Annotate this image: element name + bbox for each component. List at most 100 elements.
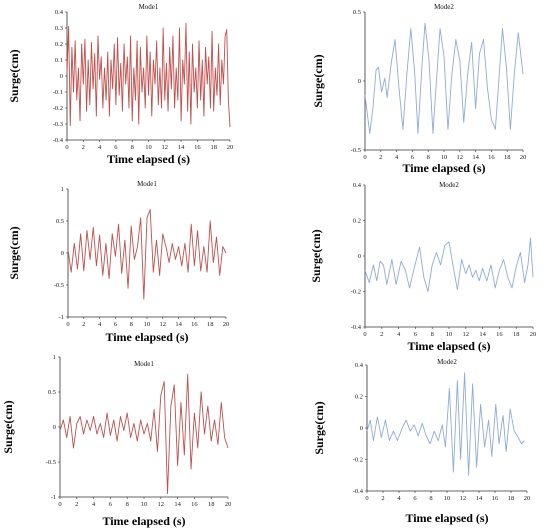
x-tick-label: 0 bbox=[65, 144, 68, 151]
x-tick-label: 14 bbox=[479, 331, 486, 338]
x-tick-label: 16 bbox=[191, 321, 198, 328]
x-tick-label: 0 bbox=[363, 331, 366, 338]
x-tick-label: 12 bbox=[162, 144, 169, 151]
y-tick-label: 0.2 bbox=[355, 394, 363, 401]
x-tick-label: 16 bbox=[194, 144, 201, 151]
chart-title: Mode2 bbox=[439, 181, 459, 189]
x-tick-label: 0 bbox=[365, 495, 368, 502]
chart-title: Mode1 bbox=[134, 360, 154, 368]
x-tick-label: 10 bbox=[441, 154, 448, 161]
chart-panel-1: Mode2 0.5 0 -0.5 0 2 4 6 8 10 12 14 16 18 20 Time elaps… bbox=[275, 0, 550, 177]
series-line bbox=[67, 209, 227, 300]
series-line bbox=[364, 237, 534, 292]
y-tick-label: -0.3 bbox=[53, 121, 63, 128]
y-tick-label: -0.5 bbox=[351, 147, 361, 154]
x-tick-label: 8 bbox=[429, 495, 432, 502]
y-tick-label: -1 bbox=[59, 314, 64, 321]
y-tick-label: 0.4 bbox=[353, 182, 362, 189]
y-tick-label: -0.4 bbox=[351, 324, 362, 331]
x-tick-label: 8 bbox=[131, 144, 134, 151]
chart-panel-2: Mode1 1 0.5 0 -0.5 -1 0 2 4 6 8 10 12 14 16 18 20 Time el… bbox=[0, 177, 275, 354]
x-tick-label: 12 bbox=[158, 501, 165, 508]
chart-title: Mode1 bbox=[139, 3, 159, 11]
x-tick-label: 4 bbox=[397, 331, 401, 338]
y-axis-label: Surge(cm) bbox=[312, 401, 326, 454]
x-tick-label: 6 bbox=[114, 144, 118, 151]
y-tick-label: -0.1 bbox=[53, 89, 63, 96]
x-tick-label: 16 bbox=[496, 331, 503, 338]
chart-panel-0: Mode1 0.4 0.3 0.2 0.1 0 -0.1 -0.2 -0.3 -0.4 0 2 4 6 8 1… bbox=[0, 0, 275, 177]
x-tick-label: 20 bbox=[225, 501, 232, 508]
x-tick-label: 10 bbox=[141, 501, 148, 508]
x-tick-label: 18 bbox=[504, 154, 511, 161]
x-tick-label: 4 bbox=[98, 144, 102, 151]
chart-panel-3: Mode2 0.4 0.2 0 -0.2 -0.4 0 2 4 6 8 10 12 14 16 18 20 Tim… bbox=[275, 177, 550, 354]
x-tick-label: 10 bbox=[144, 321, 151, 328]
chart-title: Mode2 bbox=[437, 358, 457, 366]
x-tick-label: 14 bbox=[178, 144, 185, 151]
chart-title: Mode2 bbox=[434, 3, 454, 11]
x-axis-label: Time elapsed (s) bbox=[407, 339, 490, 353]
x-tick-label: 14 bbox=[472, 154, 479, 161]
x-tick-label: 16 bbox=[492, 495, 499, 502]
y-tick-label: 0.5 bbox=[353, 9, 361, 16]
y-axis-label: Surge(cm) bbox=[309, 229, 323, 282]
y-tick-label: -0.4 bbox=[353, 488, 364, 495]
x-axis-label: Time elapsed (s) bbox=[402, 161, 485, 175]
y-axis-label: Surge(cm) bbox=[7, 49, 21, 102]
x-tick-label: 20 bbox=[223, 321, 230, 328]
y-tick-label: 0 bbox=[53, 424, 56, 431]
series-line bbox=[59, 374, 229, 494]
x-tick-label: 6 bbox=[109, 501, 113, 508]
x-tick-label: 8 bbox=[130, 321, 133, 328]
x-tick-label: 8 bbox=[427, 154, 430, 161]
x-tick-label: 20 bbox=[227, 144, 234, 151]
x-tick-label: 6 bbox=[411, 154, 415, 161]
chart-panel-5: Mode2 0.4 0.2 0 -0.2 -0.4 0 2 4 6 8 10 12 14 16 18 20 Tim… bbox=[275, 354, 550, 531]
x-tick-label: 10 bbox=[444, 495, 451, 502]
y-axis-label: Surge(cm) bbox=[311, 54, 325, 107]
y-tick-label: -0.2 bbox=[53, 105, 63, 112]
x-tick-label: 2 bbox=[75, 501, 78, 508]
x-tick-label: 0 bbox=[66, 321, 69, 328]
x-tick-label: 2 bbox=[379, 154, 382, 161]
y-tick-label: -1 bbox=[51, 494, 56, 501]
x-tick-label: 4 bbox=[397, 495, 401, 502]
y-axis-label: Surge(cm) bbox=[1, 400, 15, 453]
x-tick-label: 18 bbox=[208, 501, 215, 508]
x-tick-label: 16 bbox=[488, 154, 495, 161]
chart-panel-4: Mode1 1 0.5 0 -0.5 -1 0 2 4 6 8 10 12 14 16 18 20 Time el… bbox=[0, 354, 275, 531]
y-tick-label: 0.2 bbox=[55, 41, 63, 48]
x-tick-label: 12 bbox=[463, 331, 470, 338]
x-tick-label: 14 bbox=[476, 495, 483, 502]
y-tick-label: 0.4 bbox=[355, 362, 364, 369]
x-tick-label: 6 bbox=[414, 331, 418, 338]
x-tick-label: 12 bbox=[160, 321, 167, 328]
chart-title: Mode1 bbox=[137, 180, 157, 188]
y-tick-label: 0.5 bbox=[48, 389, 56, 396]
x-tick-label: 8 bbox=[431, 331, 434, 338]
series-line bbox=[366, 372, 525, 476]
x-tick-label: 4 bbox=[395, 154, 399, 161]
y-tick-label: 0 bbox=[60, 73, 63, 80]
x-tick-label: 14 bbox=[175, 321, 182, 328]
x-tick-label: 20 bbox=[520, 154, 527, 161]
x-tick-label: 20 bbox=[530, 331, 537, 338]
y-tick-label: 1 bbox=[53, 354, 56, 361]
series-line bbox=[364, 22, 524, 134]
y-tick-label: 0.5 bbox=[56, 218, 64, 225]
x-tick-label: 12 bbox=[460, 495, 467, 502]
x-tick-label: 16 bbox=[191, 501, 198, 508]
y-tick-label: 0 bbox=[360, 425, 363, 432]
x-tick-label: 2 bbox=[381, 495, 384, 502]
y-axis-label: Surge(cm) bbox=[7, 226, 21, 279]
x-tick-label: 0 bbox=[58, 501, 61, 508]
x-tick-label: 2 bbox=[82, 144, 85, 151]
x-tick-label: 10 bbox=[145, 144, 152, 151]
x-tick-label: 4 bbox=[92, 501, 96, 508]
